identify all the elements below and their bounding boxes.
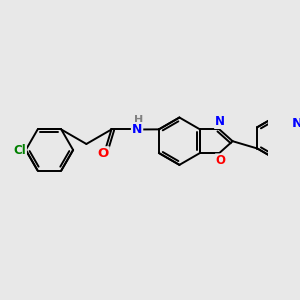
Text: N: N <box>215 115 225 128</box>
Text: Cl: Cl <box>13 143 26 157</box>
Text: N: N <box>132 123 142 136</box>
Text: H: H <box>134 115 143 125</box>
Text: O: O <box>216 154 226 167</box>
Text: N: N <box>292 116 300 130</box>
Text: O: O <box>98 147 109 160</box>
